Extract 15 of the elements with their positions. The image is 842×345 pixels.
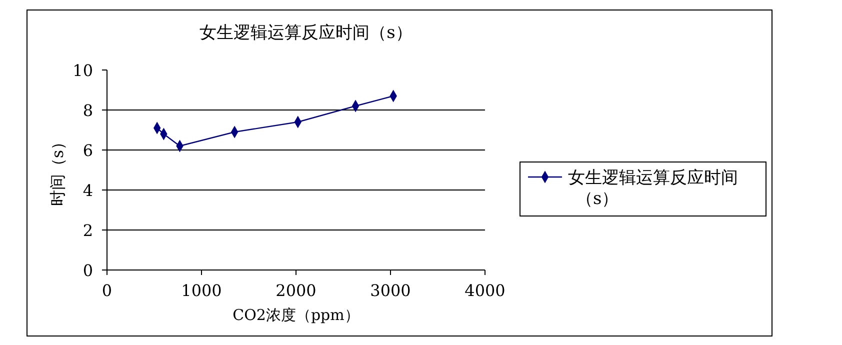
x-tick-label: 0 — [102, 281, 112, 300]
x-tick-label: 4000 — [464, 281, 506, 300]
x-tick-label: 1000 — [181, 281, 222, 300]
x-tick-label: 2000 — [276, 281, 316, 300]
y-tick-label: 10 — [72, 61, 93, 80]
chart-title: 女生逻辑运算反应时间（s） — [200, 23, 412, 43]
y-tick-label: 4 — [82, 181, 93, 200]
x-axis-title: CO2浓度（ppm） — [232, 306, 360, 324]
y-tick-label: 0 — [82, 261, 93, 280]
y-tick-label: 8 — [82, 101, 93, 120]
legend-label: 女生逻辑运算反应时间（s） — [568, 168, 738, 209]
y-tick-label: 6 — [82, 141, 93, 160]
y-axis-title: 时间（s） — [48, 134, 67, 206]
y-tick-label: 2 — [82, 221, 93, 240]
x-tick-label: 3000 — [370, 281, 411, 300]
